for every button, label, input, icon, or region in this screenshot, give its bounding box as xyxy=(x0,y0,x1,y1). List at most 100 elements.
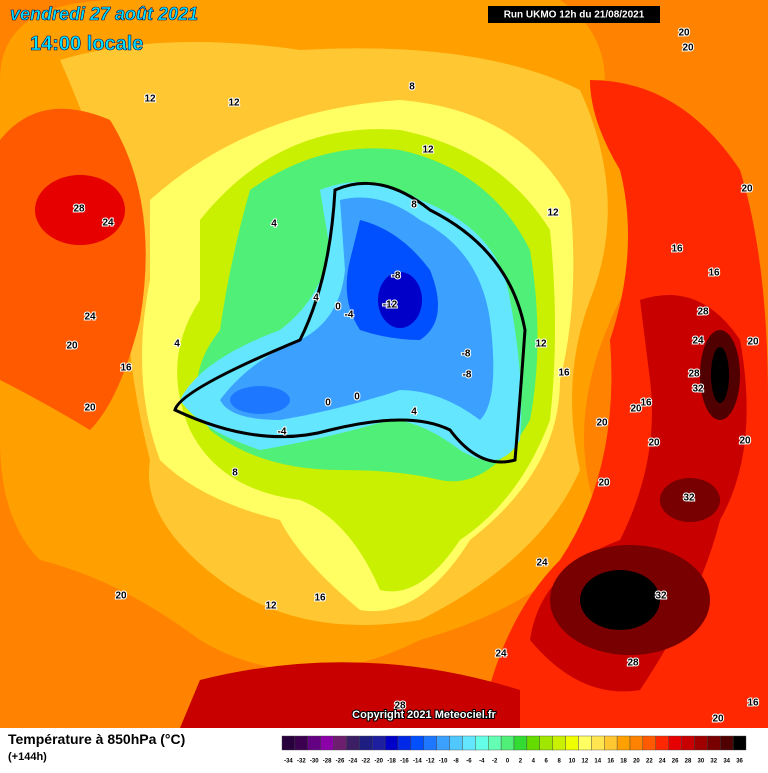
contour-label: 24 xyxy=(84,312,96,323)
contour-label: 20 xyxy=(598,478,610,489)
scale-swatch xyxy=(449,735,463,751)
scale-tick-label: 26 xyxy=(672,759,679,765)
scale-tick-label: -14 xyxy=(413,759,422,765)
scale-swatch xyxy=(423,735,437,751)
contour-label: 20 xyxy=(712,714,724,725)
contour-label: 0 xyxy=(325,398,331,409)
contour-label: 20 xyxy=(648,438,660,449)
scale-swatch xyxy=(359,735,373,751)
contour-label: 20 xyxy=(630,404,642,415)
scale-tick-label: -32 xyxy=(297,759,306,765)
scale-swatch xyxy=(500,735,515,751)
contour-label: 20 xyxy=(115,591,127,602)
contour-label: 4 xyxy=(174,339,180,350)
contour-label: 32 xyxy=(683,493,695,504)
contour-label: 0 xyxy=(335,302,341,313)
contour-label: 8 xyxy=(409,82,415,93)
contour-label: 28 xyxy=(73,204,85,215)
contour-label: 28 xyxy=(394,701,406,712)
contour-label: 32 xyxy=(692,384,704,395)
contour-label: 20 xyxy=(747,337,759,348)
scale-tick-label: 16 xyxy=(607,759,614,765)
scale-tick-label: -26 xyxy=(336,759,345,765)
field-title: Température à 850hPa (°C) xyxy=(8,731,185,747)
scale-swatch xyxy=(436,735,450,751)
scale-tick-label: -4 xyxy=(479,759,485,765)
contour-label: 20 xyxy=(741,184,753,195)
scale-swatch xyxy=(372,735,386,751)
run-box xyxy=(488,6,660,23)
temperature-field xyxy=(0,0,768,728)
scale-tick-label: 22 xyxy=(646,759,653,765)
contour-label: 24 xyxy=(102,218,114,229)
scale-tick-label: -34 xyxy=(284,759,293,765)
scale-tick-label: 10 xyxy=(569,759,576,765)
scale-swatch xyxy=(565,735,579,751)
scale-tick-label: 12 xyxy=(582,759,589,765)
scale-tick-label: 30 xyxy=(698,759,705,765)
contour-label: 20 xyxy=(596,418,608,429)
contour-label: 20 xyxy=(739,436,751,447)
scale-swatch xyxy=(346,735,360,751)
scale-swatch xyxy=(475,735,489,751)
scale-swatch xyxy=(707,735,721,751)
scale-tick-label: 8 xyxy=(557,759,561,765)
scale-swatch xyxy=(333,735,347,751)
run-info: Run UKMO 12h du 21/08/2021 xyxy=(504,10,645,21)
contour-label: 28 xyxy=(627,658,639,669)
scale-tick-label: 6 xyxy=(545,759,549,765)
scale-tick-label: -22 xyxy=(361,759,370,765)
scale-swatch xyxy=(294,735,308,751)
lead-time: (+144h) xyxy=(8,751,47,763)
scale-swatch xyxy=(513,735,528,751)
contour-label: 20 xyxy=(678,28,690,39)
scale-swatch xyxy=(681,735,695,751)
contour-label: 24 xyxy=(495,649,507,660)
scale-swatch xyxy=(578,735,592,751)
scale-swatch xyxy=(732,735,747,751)
scale-swatch xyxy=(488,735,502,751)
scale-tick-label: -8 xyxy=(453,759,459,765)
scale-tick-label: 14 xyxy=(594,759,601,765)
scale-swatch xyxy=(668,735,682,751)
scale-tick-label: -6 xyxy=(466,759,472,765)
contour-label: 20 xyxy=(682,43,694,54)
scale-swatch xyxy=(397,735,412,751)
scale-tick-label: 2 xyxy=(519,759,523,765)
scale-tick-label: 4 xyxy=(532,759,536,765)
contour-label: 28 xyxy=(688,369,700,380)
contour-label: 16 xyxy=(558,368,570,379)
contour-label: 24 xyxy=(536,558,548,569)
contour-label: 32 xyxy=(655,591,667,602)
contour-label: 16 xyxy=(120,363,132,374)
contour-label: 16 xyxy=(314,593,326,604)
scale-tick-label: -16 xyxy=(400,759,409,765)
scale-swatch xyxy=(462,735,476,751)
scale-tick-label: 0 xyxy=(506,759,510,765)
contour-label: -12 xyxy=(383,300,398,311)
contour-label: 16 xyxy=(747,698,759,709)
scale-swatch xyxy=(410,735,424,751)
date-title: vendredi 27 août 2021 xyxy=(10,4,198,24)
scale-swatch xyxy=(591,735,605,751)
scale-tick-label: -20 xyxy=(374,759,383,765)
contour-label: 12 xyxy=(422,145,434,156)
scale-tick-label: -28 xyxy=(323,759,332,765)
contour-label: 12 xyxy=(144,94,156,105)
contour-label: 12 xyxy=(535,339,547,350)
contour-label: -4 xyxy=(278,427,287,438)
contour-label: 16 xyxy=(671,244,683,255)
color-scale: -34 -32 -30 -28 -26 -24 -22 -20 -18 -16 -14 -12 -10-… xyxy=(281,735,747,765)
scale-tick-label: -10 xyxy=(439,759,448,765)
contour-label: 4 xyxy=(313,293,319,304)
scale-swatch xyxy=(642,735,656,751)
scale-swatch xyxy=(384,735,399,751)
scale-swatch xyxy=(552,735,566,751)
scale-swatch xyxy=(539,735,553,751)
scale-tick-label: 34 xyxy=(723,759,730,765)
scale-swatch xyxy=(307,735,321,751)
scale-tick-label: 24 xyxy=(659,759,666,765)
contour-label: 20 xyxy=(66,341,78,352)
